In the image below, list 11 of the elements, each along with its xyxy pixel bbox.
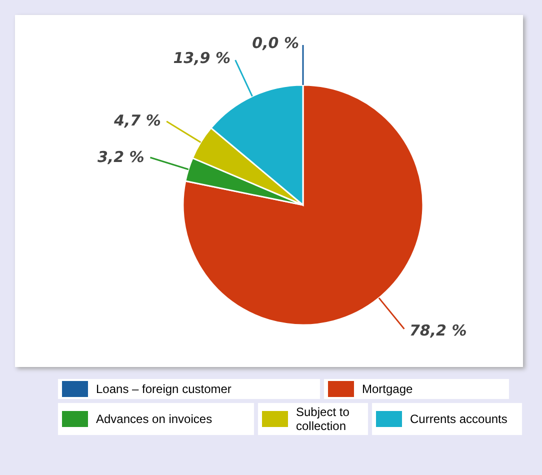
pie-slice: [182, 84, 424, 326]
legend-label: Mortgage: [362, 382, 413, 396]
legend-label: Advances on invoices: [96, 412, 212, 426]
data-label: 3,2 %: [97, 148, 144, 166]
legend-label: Loans – foreign customer: [96, 382, 232, 396]
data-label: 78,2 %: [409, 321, 467, 340]
legend-label: Subject to collection: [296, 405, 350, 433]
legend-label: Currents accounts: [410, 412, 508, 426]
text: 0,0 %: [252, 34, 299, 52]
data-label: 13,9 %: [173, 49, 230, 68]
data-label: 4,7 %: [113, 111, 161, 130]
